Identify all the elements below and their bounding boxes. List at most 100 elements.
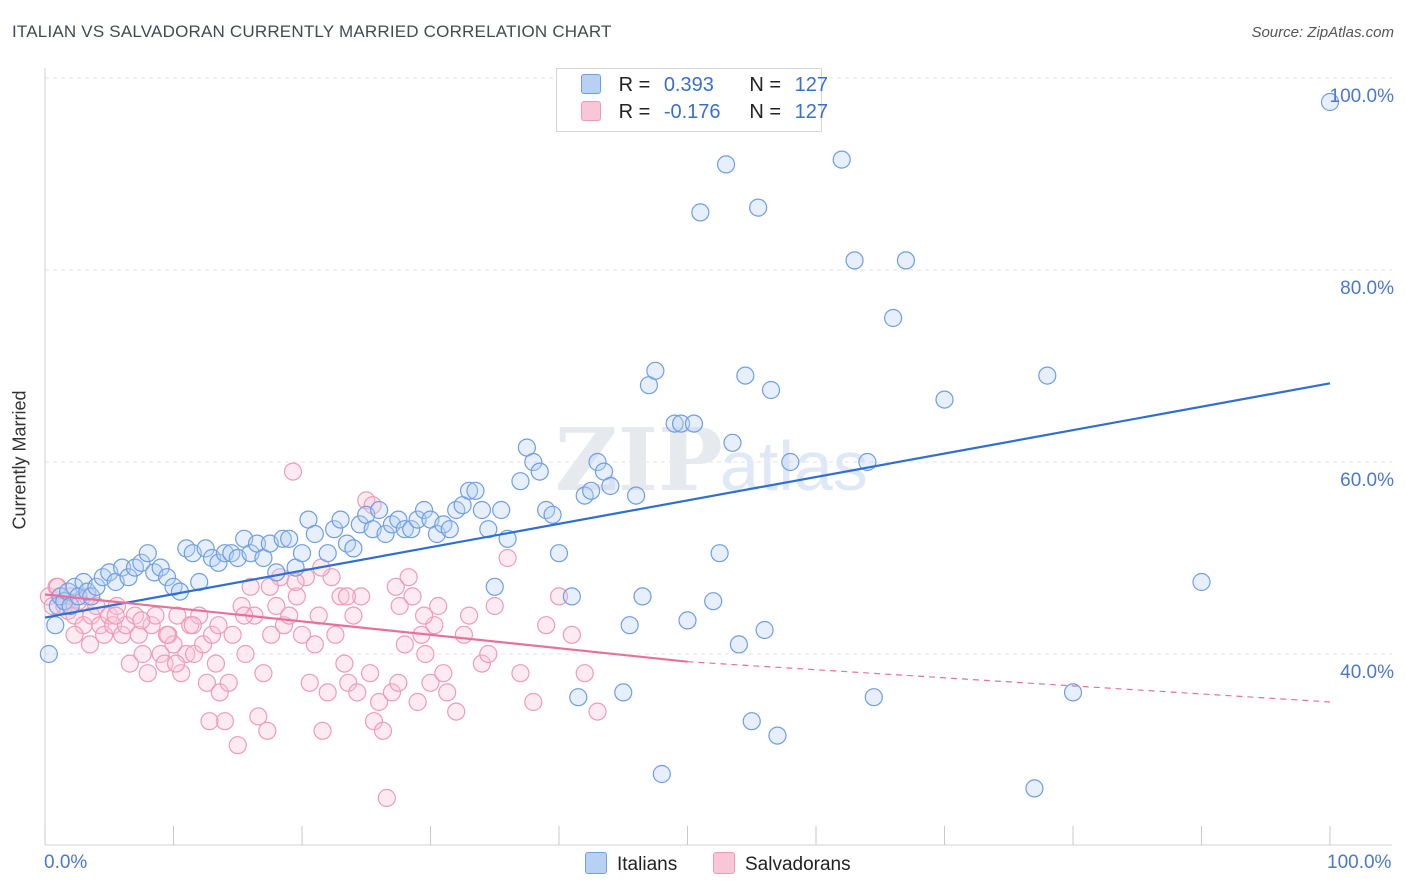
salvadoran-point [447, 702, 466, 721]
salvadoran-point [326, 625, 345, 644]
italian-point [845, 251, 864, 270]
italian-point [370, 500, 389, 520]
italian-point [305, 524, 324, 544]
salvadoran-point [209, 616, 228, 635]
legend-n-label: N = [749, 74, 782, 96]
bottom-legend-swatch-pink [713, 852, 735, 874]
italian-point [652, 764, 671, 784]
x-tick-label-min: 0.0% [44, 852, 88, 873]
source-label: Source: ZipAtlas.com [1251, 24, 1394, 41]
bottom-legend-swatch-blue [585, 852, 607, 874]
italian-point [132, 553, 151, 572]
italian-point [562, 587, 581, 606]
axes [44, 68, 1392, 846]
italian-point [209, 553, 228, 572]
italian-point [408, 510, 427, 529]
italian-point [646, 361, 665, 380]
salvadoran-point [459, 606, 479, 625]
italian-point [614, 683, 633, 702]
italian-point [678, 611, 697, 630]
italian-point [46, 616, 65, 635]
salvadoran-point [549, 587, 569, 606]
salvadoran-point [438, 683, 457, 702]
salvadoran-point [318, 683, 337, 702]
salvadoran-point [305, 635, 324, 654]
y-tick-label: 80.0% [1340, 278, 1394, 299]
italian-point [196, 539, 215, 558]
italian-point [318, 544, 337, 563]
salvadoran-point [292, 625, 312, 644]
salvadoran-point [164, 635, 183, 654]
italian-point [440, 520, 459, 539]
chart-title: ITALIAN VS SALVADORAN CURRENTLY MARRIED … [12, 22, 612, 41]
salvadoran-point [498, 548, 517, 568]
italian-point [344, 539, 363, 558]
salvadoran-point [262, 625, 281, 644]
y-tick-label: 60.0% [1340, 470, 1394, 491]
italian-point [935, 390, 954, 409]
salvadoran-point [562, 625, 581, 644]
italian-point [832, 150, 851, 169]
salvadoran-point [588, 702, 607, 721]
y-tick-label: 100.0% [1329, 86, 1394, 107]
salvadoran-point [524, 692, 543, 712]
legend-n-value: 127 [794, 101, 828, 123]
salvadoran-point [416, 644, 435, 664]
italian-point [716, 155, 736, 174]
italian-point [626, 486, 646, 505]
salvadoran-point [142, 616, 161, 635]
italian-point [601, 476, 620, 496]
salvadoran-point [389, 673, 408, 692]
salvadoran-point [157, 625, 177, 644]
italian-point [1038, 366, 1057, 385]
italian-point [691, 203, 710, 222]
salvadoran-point [206, 654, 226, 673]
salvadoran-point [65, 625, 84, 644]
italian-point [402, 520, 421, 539]
italian-point [485, 577, 504, 596]
salvadoran-point [537, 616, 556, 635]
salvadoran-point [479, 644, 498, 664]
italian-point [267, 563, 286, 582]
italian-point [466, 481, 485, 500]
italian-point [138, 544, 157, 563]
italian-point [524, 452, 543, 472]
salvadoran-point [434, 664, 453, 683]
salvadoran-point [361, 664, 380, 683]
salvadoran-point [168, 606, 187, 625]
italian-point [883, 308, 903, 328]
italian-point [749, 198, 768, 217]
italian-point [325, 520, 344, 539]
salvadoran-point [429, 596, 448, 616]
salvadorans-trend-line [44, 593, 688, 663]
salvadoran-point [414, 606, 434, 625]
trend-lines [44, 382, 1331, 703]
salvadoran-point [267, 596, 286, 616]
salvadoran-point [120, 654, 139, 673]
salvadoran-point [219, 673, 238, 692]
salvadoran-point [254, 664, 273, 683]
salvadoran-point [511, 664, 530, 683]
italian-point [39, 644, 58, 664]
legend-r-value: -0.176 [663, 101, 721, 123]
salvadoran-point [386, 577, 405, 596]
legend-swatch-pink [581, 101, 601, 121]
italian-point [896, 251, 916, 270]
x-tick-label-max: 100.0% [1327, 852, 1392, 873]
salvadoran-point [133, 644, 152, 664]
legend-r-value: 0.393 [663, 74, 714, 96]
italian-point [671, 414, 691, 433]
salvadoran-point [395, 635, 414, 654]
bottom-legend-label: Salvadorans [745, 854, 851, 875]
salvadorans-trend-extension [687, 661, 1331, 703]
salvadoran-point [100, 606, 119, 625]
italian-point [761, 380, 781, 400]
italian-point [549, 544, 569, 563]
salvadoran-point [348, 683, 367, 702]
italian-point [459, 481, 479, 500]
bottom-legend-italians: Italians [585, 852, 677, 876]
italian-point [530, 462, 549, 481]
italian-point [157, 568, 177, 587]
italian-point [729, 635, 749, 654]
